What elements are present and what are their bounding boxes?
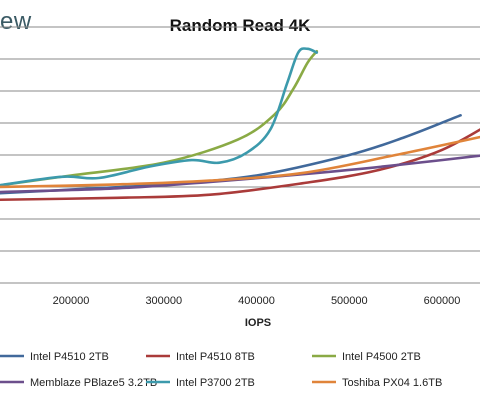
x-tick-label: 500000 [331,295,368,307]
legend-label: Memblaze PBlaze5 3.2TB [30,377,157,389]
series-line-toshiba-px04-1-6tb [0,135,480,189]
series-line-intel-p4510-2tb [0,114,462,195]
series-line-intel-p4500-2tb [0,50,319,187]
series-line-intel-p4510-8tb [0,128,480,202]
brand-logo-text: ew [0,8,32,35]
legend-label: Intel P4500 2TB [342,351,421,363]
chart-title: Random Read 4K [169,16,311,35]
x-tick-label: 600000 [424,295,461,307]
legend-label: Intel P3700 2TB [176,377,255,389]
series-lines [0,47,480,202]
legend-label: Intel P4510 8TB [176,351,255,363]
legend-label: Intel P4510 2TB [30,351,109,363]
x-tick-label: 200000 [53,295,90,307]
x-tick-label: 400000 [238,295,275,307]
x-tick-labels: 200000 300000 400000 500000 600000 [53,295,461,307]
x-tick-label: 300000 [145,295,182,307]
legend-label: Toshiba PX04 1.6TB [342,377,442,389]
legend: Intel P4510 2TB Intel P4510 8TB Intel P450… [0,351,442,389]
x-axis-label: IOPS [245,317,271,329]
series-line-intel-p3700-2tb [0,47,319,187]
